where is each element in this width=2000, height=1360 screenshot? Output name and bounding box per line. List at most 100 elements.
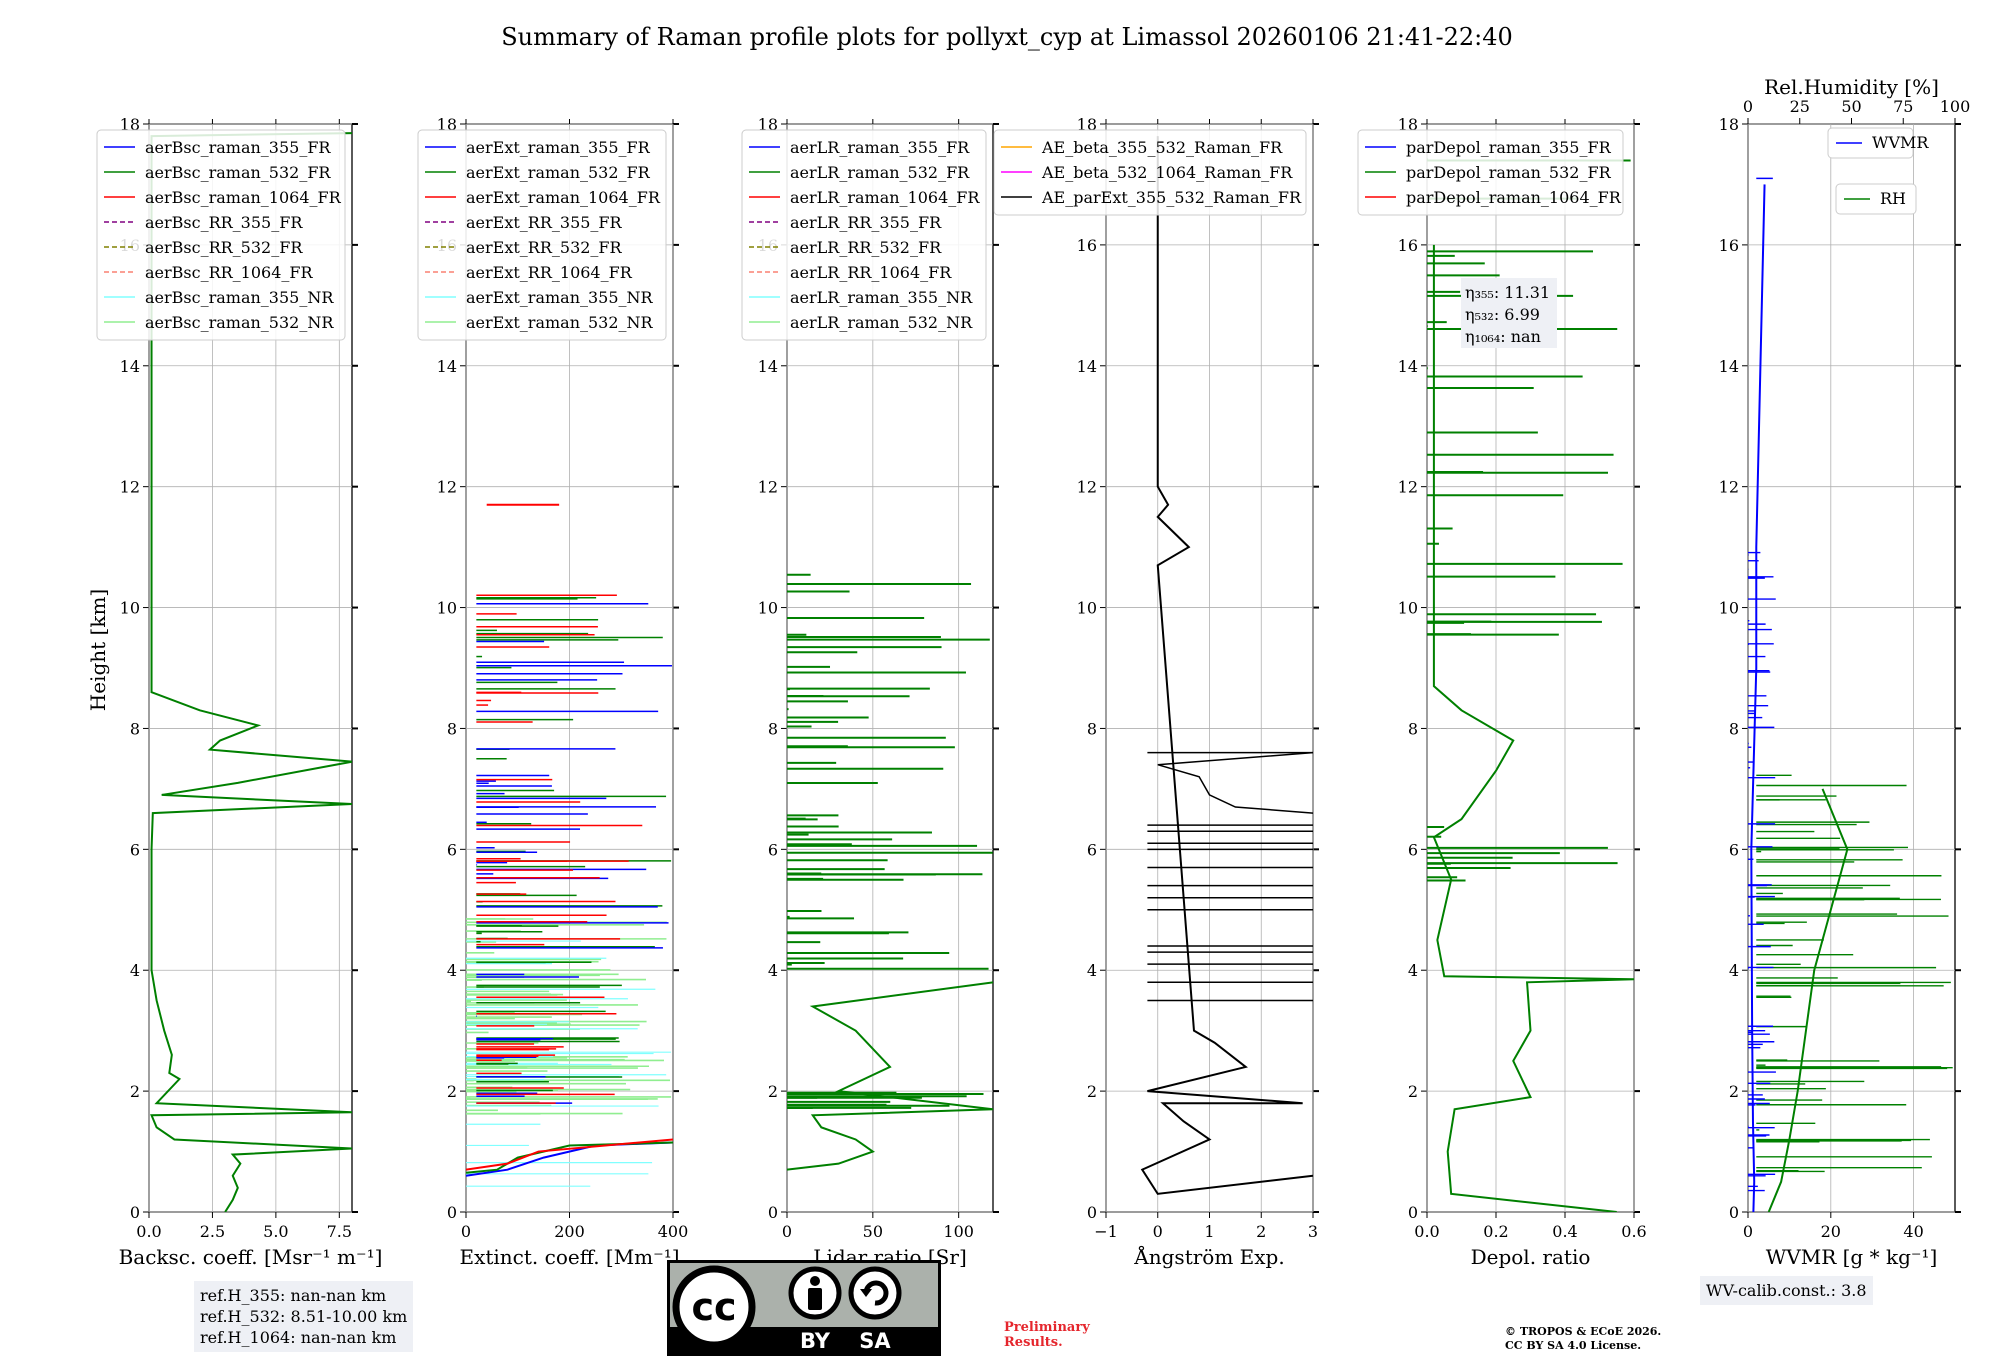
cc-circle-icon (672, 1265, 756, 1349)
y-tick-label: 16 (1077, 236, 1097, 255)
legend-entry: aerExt_raman_355_FR (466, 138, 651, 157)
by-label: BY (800, 1329, 831, 1353)
cc-license-logo: cc BY SA (667, 1260, 941, 1356)
legend-box (1835, 183, 1917, 215)
y-tick-label: 4 (1408, 961, 1418, 980)
y-tick-label: 2 (1408, 1082, 1418, 1101)
y-tick-label: 14 (1719, 357, 1739, 376)
ref-heights-box: ref.H_355: nan-nan km ref.H_532: 8.51-10… (194, 1281, 414, 1352)
copyright-line-2: CC BY SA 4.0 License. (1505, 1339, 1642, 1352)
x-tick-label: 5.0 (263, 1222, 288, 1241)
x-tick-label: 0 (1743, 1222, 1753, 1241)
x-tick-label: 0.2 (1483, 1222, 1508, 1241)
x-axis-label: WVMR [g * kg⁻¹] (1766, 1245, 1938, 1269)
legend-box (1827, 127, 1914, 159)
eta-value: η₅₃₂: 6.99 (1465, 305, 1540, 324)
x-tick-label: 0 (1153, 1222, 1163, 1241)
x-tick-label: 0 (782, 1222, 792, 1241)
y-tick-label: 6 (768, 840, 778, 859)
copyright-note: © TROPOS & ECoE 2026. CC BY SA 4.0 Licen… (1505, 1325, 1661, 1353)
y-tick-label: 12 (437, 478, 457, 497)
panel-dep: 0 2 4 6 8 10 12 14 16 18 0.0 0.2 0.4 0.6 Depol. ratio p… (1357, 115, 1647, 1269)
legend-entry: aerLR_raman_532_FR (790, 163, 970, 182)
x-tick-label: −1 (1094, 1222, 1118, 1241)
x-tick-label: 0.0 (136, 1222, 161, 1241)
top-tick-label: 75 (1893, 97, 1913, 116)
figure-title: Summary of Raman profile plots for polly… (501, 23, 1513, 51)
y-tick-label: 6 (130, 840, 140, 859)
y-tick-label: 10 (120, 599, 140, 618)
x-tick-label: 7.5 (327, 1222, 352, 1241)
legend-ae: AE_beta_355_532_Raman_FR AE_beta_532_1064… (993, 129, 1307, 216)
y-tick-label: 14 (437, 357, 457, 376)
legend-entry: aerExt_RR_1064_FR (466, 263, 633, 282)
y-tick-label: 8 (1408, 719, 1418, 738)
series-parDepol_raman_532_FR (1432, 244, 1634, 1212)
legend-entry: aerExt_raman_532_NR (466, 313, 654, 332)
legend-entry: aerBsc_RR_355_FR (145, 213, 303, 232)
top-tick-label: 25 (1790, 97, 1810, 116)
legend-entry: aerExt_raman_1064_FR (466, 188, 661, 207)
ref-h-532: ref.H_532: 8.51-10.00 km (200, 1307, 408, 1326)
legend-entry: aerExt_RR_355_FR (466, 213, 623, 232)
panel-ext: 0246810121416180200400Extinct. coeff. [M… (417, 115, 689, 1269)
series-RH (1767, 788, 1849, 1212)
legend-entry: parDepol_raman_355_FR (1406, 138, 1612, 157)
legend-entry: aerBsc_RR_532_FR (145, 238, 303, 257)
y-tick-label: 4 (447, 961, 457, 980)
sa-label: SA (859, 1329, 891, 1353)
legend-entry: aerBsc_raman_1064_FR (145, 188, 342, 207)
y-tick-label: 8 (1729, 719, 1739, 738)
eta-box (1461, 278, 1557, 348)
top-axis-label: Rel.Humidity [%] (1764, 75, 1939, 99)
cc-letters: cc (691, 1285, 736, 1329)
y-tick-label: 2 (447, 1082, 457, 1101)
legend-ext: aerExt_raman_355_FR aerExt_raman_532_FRae… (417, 129, 667, 341)
y-tick-label: 2 (768, 1082, 778, 1101)
x-tick-label: 50 (863, 1222, 883, 1241)
legend-dep: parDepol_raman_355_FR parDepol_raman_532_… (1357, 129, 1624, 216)
y-tick-label: 6 (1408, 840, 1418, 859)
legend-wv: WVMR RH (1827, 127, 1929, 215)
y-tick-label: 2 (1087, 1082, 1097, 1101)
legend-entry: aerBsc_raman_532_NR (145, 313, 334, 332)
x-tick-label: 20 (1821, 1222, 1841, 1241)
series-aerExt_raman_532_FR (466, 1141, 673, 1174)
y-tick-label: 0 (768, 1203, 778, 1222)
preliminary-line-2: Results. (1004, 1335, 1063, 1350)
plot-area-wv (1748, 177, 1953, 1212)
panel-lr: 024681012141618050100Lidar ratio [Sr]aer… (741, 115, 999, 1269)
top-tick-label: 50 (1841, 97, 1861, 116)
x-tick-label: 200 (554, 1222, 585, 1241)
plot-area-ae (1140, 136, 1313, 1195)
y-tick-label: 0 (1729, 1203, 1739, 1222)
series-WVMR (1750, 184, 1766, 1212)
y-tick-label: 8 (1087, 719, 1097, 738)
copyright-line-1: © TROPOS & ECoE 2026. (1505, 1325, 1662, 1338)
x-axis-label: Ångström Exp. (1133, 1244, 1284, 1269)
series-aerLR_raman_532_FR (787, 981, 993, 1171)
x-tick-label: 2.5 (200, 1222, 225, 1241)
legend-entry: aerBsc_RR_1064_FR (145, 263, 314, 282)
legend-entry: aerLR_raman_532_NR (790, 313, 973, 332)
y-tick-label: 18 (1077, 115, 1097, 134)
sa-share-icon (848, 1266, 902, 1320)
x-tick-label: 0.6 (1621, 1222, 1646, 1241)
x-tick-label: 0.0 (1414, 1222, 1439, 1241)
y-tick-label: 12 (1077, 478, 1097, 497)
preliminary-note: Preliminary Results. (1004, 1320, 1090, 1350)
x-tick-label: 100 (943, 1222, 974, 1241)
y-tick-label: 6 (447, 840, 457, 859)
x-tick-label: 400 (658, 1222, 689, 1241)
legend-entry: aerLR_RR_355_FR (790, 213, 942, 232)
legend-entry: aerLR_raman_1064_FR (790, 188, 980, 207)
plot-area-lr (787, 573, 993, 1171)
wv-calib-box: WV-calib.const.: 3.8 (1700, 1276, 1873, 1305)
y-axis-label: Height [km] (86, 589, 110, 711)
axes-frame (1747, 123, 1956, 1213)
legend-entry: aerLR_RR_532_FR (790, 238, 942, 257)
legend-entry: aerLR_RR_1064_FR (790, 263, 952, 282)
plot-area-bsc (150, 132, 352, 1212)
